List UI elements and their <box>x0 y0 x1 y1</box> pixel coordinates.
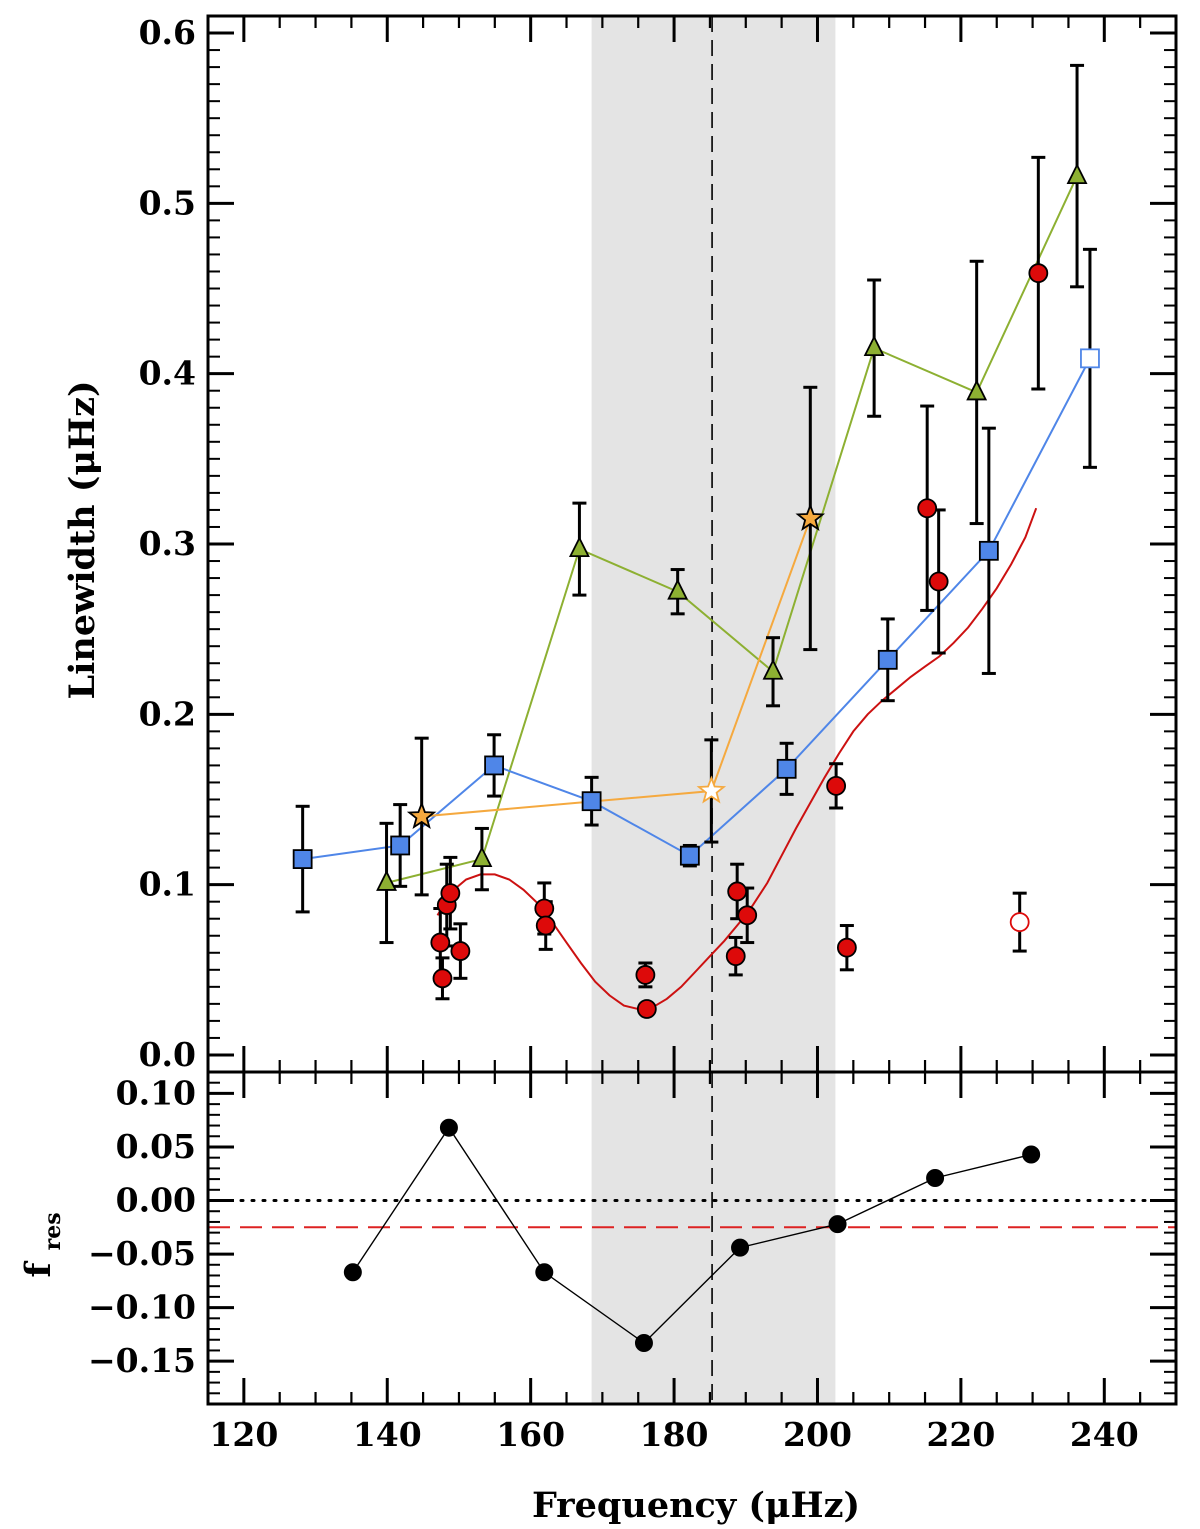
y-tick-label-top: 0.5 <box>139 183 196 222</box>
y-tick-label-bottom: 0.10 <box>116 1073 196 1112</box>
orange-stars-point <box>406 800 437 830</box>
y-tick-label-bottom: 0.00 <box>116 1181 196 1220</box>
background-layer <box>206 16 1178 1404</box>
orange-stars-point <box>696 775 727 804</box>
red-circles-point <box>450 941 471 961</box>
green-triangles-point <box>762 658 784 680</box>
red-circles-point <box>725 946 746 967</box>
green-triangles-point <box>1066 163 1088 185</box>
red-circles-point <box>430 932 451 953</box>
blue-squares-point <box>978 540 999 561</box>
red-circles-point <box>534 898 555 919</box>
fres-point <box>343 1263 362 1282</box>
blue-squares-point <box>484 755 504 776</box>
y-tick-label-top: 0.6 <box>139 13 196 52</box>
fres-point <box>1022 1145 1041 1164</box>
y-axis-title-bottom-main: f <box>18 1261 59 1278</box>
y-tick-label-top: 0.0 <box>139 1035 196 1074</box>
blue-squares-point <box>1080 348 1100 369</box>
x-tick-label: 160 <box>496 1415 565 1454</box>
green-triangles-point <box>471 846 493 867</box>
red-circles-point <box>535 915 556 936</box>
fres-point <box>439 1118 458 1137</box>
x-tick-label: 220 <box>926 1415 995 1454</box>
y-axis-title-bottom: f res <box>18 1212 66 1277</box>
x-tick-label: 180 <box>640 1415 709 1454</box>
x-axis-title: Frequency (μHz) <box>532 1485 860 1526</box>
y-tick-label-top: 0.4 <box>139 354 196 393</box>
x-tick-label: 200 <box>783 1415 852 1454</box>
blue-squares-point <box>776 758 797 779</box>
green-triangles-point <box>568 536 590 558</box>
y-tick-label-bottom: −0.15 <box>88 1341 196 1380</box>
fres-line <box>352 1126 1032 1344</box>
green-triangles-point <box>667 578 689 600</box>
y-axis-title-top: Linewidth (μHz) <box>62 381 103 700</box>
green-triangles-point <box>376 869 397 891</box>
y-tick-label-bottom: 0.05 <box>116 1127 196 1166</box>
fres-point <box>634 1333 653 1352</box>
red-circles-point <box>635 965 656 985</box>
blue-squares-point <box>679 845 700 866</box>
fres-point <box>731 1238 750 1257</box>
red-circles-point <box>836 937 857 958</box>
fres-point <box>535 1263 554 1282</box>
red-circles-point <box>928 571 949 592</box>
green-triangles-line <box>386 175 1078 884</box>
tick-labels-layer: 0.0 0.1 0.2 0.3 0.4 0.5 0.6 0.10 0.05 0.00 −0.05 −0… <box>88 13 1139 1454</box>
red-circles-point <box>737 905 758 926</box>
frame-layer <box>206 14 1178 1406</box>
red-circles-point <box>917 498 938 519</box>
y-axis-title-bottom-sub: res <box>40 1212 66 1250</box>
shaded-band <box>591 16 836 1404</box>
fres-point <box>828 1215 847 1234</box>
green-triangles-point <box>966 379 988 401</box>
x-tick-label: 240 <box>1070 1415 1139 1454</box>
blue-squares-point <box>581 791 602 812</box>
fres-point <box>926 1169 945 1188</box>
orange-stars-point <box>795 502 826 532</box>
red-circles-point <box>826 775 847 796</box>
y-tick-label-top: 0.1 <box>139 865 196 904</box>
plot-frame <box>206 14 1178 1406</box>
tick-marks-layer <box>208 16 1176 1404</box>
y-tick-label-top: 0.3 <box>139 524 196 563</box>
svg-text:f res: f res <box>18 1212 66 1277</box>
red-circles-point <box>1009 912 1030 933</box>
x-tick-label: 120 <box>209 1415 278 1454</box>
blue-squares-point <box>292 849 313 869</box>
red-circles-point <box>636 999 657 1019</box>
y-tick-label-top: 0.2 <box>139 694 196 733</box>
red-circles-point <box>727 881 748 902</box>
red-circles-point <box>432 968 453 989</box>
blue-squares-point <box>390 835 411 856</box>
red-circles-point <box>440 883 461 904</box>
red-circles-point <box>1028 263 1049 284</box>
blue-squares-point <box>877 649 898 670</box>
y-tick-label-bottom: −0.05 <box>88 1234 196 1273</box>
x-tick-label: 140 <box>353 1415 422 1454</box>
markers-layer <box>292 163 1100 1352</box>
green-triangles-point <box>863 335 885 357</box>
y-tick-label-bottom: −0.10 <box>88 1288 196 1327</box>
